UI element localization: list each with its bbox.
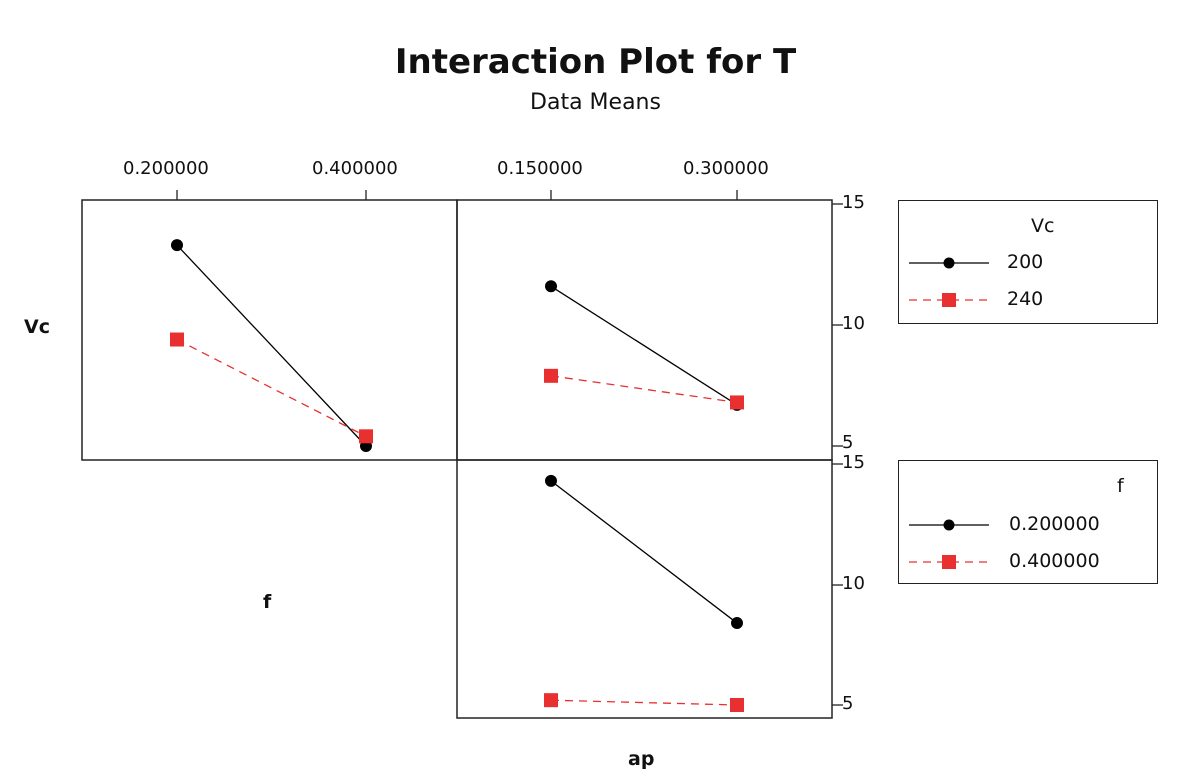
- circle-marker: [731, 617, 743, 630]
- panel-frame: [81, 199, 458, 461]
- legend-f-item-0.2: 0.200000: [1009, 513, 1100, 535]
- series-line: [550, 285, 738, 406]
- legend-f-swatches: [909, 519, 989, 569]
- top-tick-f-0.4: 0.400000: [312, 158, 398, 179]
- circle-marker: [171, 239, 183, 252]
- panel-frame: [456, 199, 833, 461]
- square-marker: [730, 395, 744, 410]
- legend-vc-item-240: 240: [1007, 288, 1044, 310]
- series-line: [550, 375, 738, 404]
- series-line: [550, 480, 738, 624]
- square-marker: [544, 368, 558, 383]
- top-tick-ap-0.15: 0.150000: [497, 158, 583, 179]
- legend-f-title: f: [1117, 475, 1124, 497]
- legend-f-item-0.4: 0.400000: [1009, 550, 1100, 572]
- series-line: [550, 699, 738, 706]
- y-tick-top-10: 10: [842, 313, 865, 334]
- y-tick-bottom-15: 15: [842, 452, 865, 473]
- square-marker: [730, 698, 744, 712]
- circle-marker: [545, 474, 557, 487]
- series-line: [176, 244, 367, 447]
- x-axis-label-ap: ap: [628, 748, 655, 770]
- circle-marker: [545, 280, 557, 293]
- y-tick-bottom-5: 5: [842, 693, 854, 714]
- y-tick-top-5: 5: [842, 432, 854, 453]
- square-marker: [359, 429, 373, 444]
- legend-vc-swatches: [909, 257, 989, 307]
- chart-title: Interaction Plot for T: [394, 42, 797, 82]
- square-marker: [544, 693, 558, 708]
- legend-vc-title: Vc: [1031, 215, 1055, 237]
- row-label-vc: Vc: [24, 316, 50, 338]
- legend-vc-item-200: 200: [1007, 251, 1044, 273]
- chart-subtitle: Data Means: [530, 90, 661, 115]
- legend-vc: Vc 200 240: [898, 200, 1158, 324]
- series-line: [176, 338, 367, 437]
- top-tick-ap-0.3: 0.300000: [683, 158, 769, 179]
- row-label-f: f: [263, 591, 272, 613]
- y-tick-top-15: 15: [842, 192, 865, 213]
- square-marker: [170, 332, 184, 347]
- top-tick-f-0.2: 0.200000: [123, 158, 209, 179]
- panel-frame: [456, 459, 833, 719]
- y-tick-bottom-10: 10: [842, 573, 865, 594]
- legend-f: f 0.200000 0.400000: [898, 460, 1158, 584]
